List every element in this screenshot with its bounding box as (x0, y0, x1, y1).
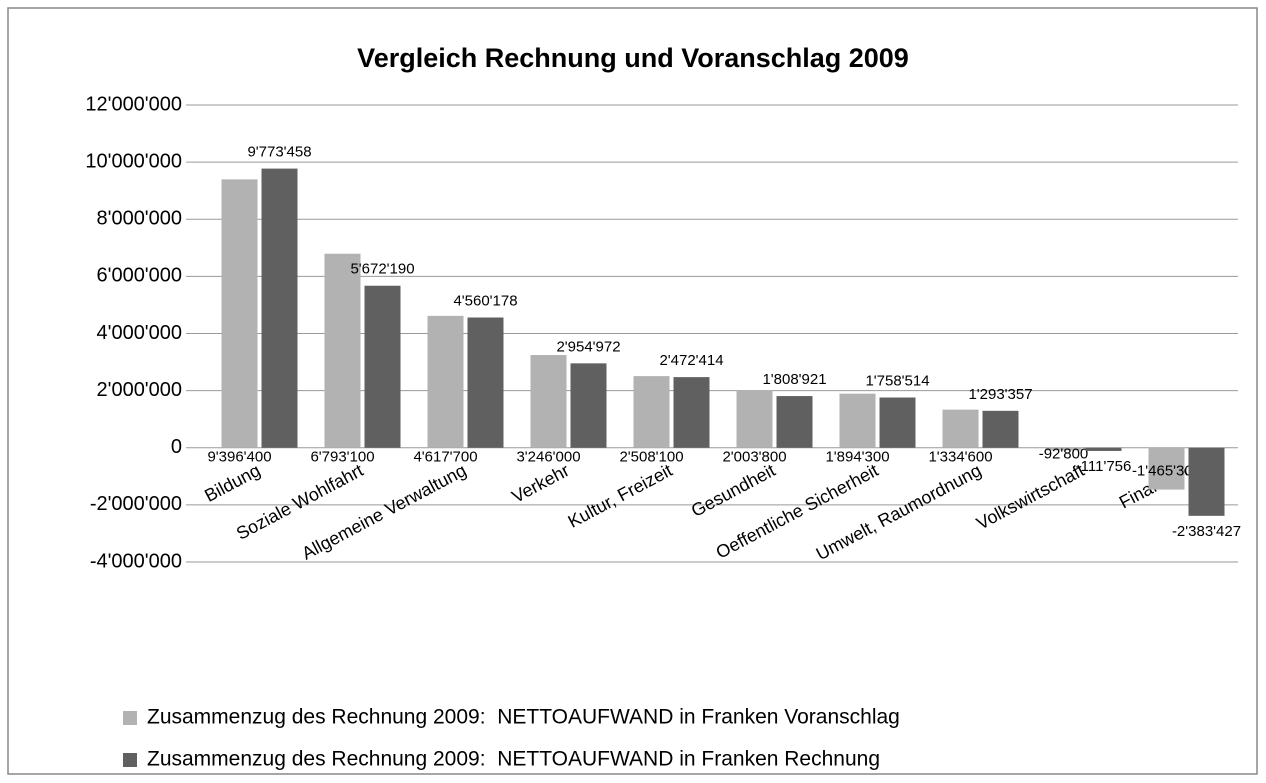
y-tick-label: -4'000'000 (90, 550, 182, 572)
bar (530, 355, 567, 448)
y-tick-label: 8'000'000 (97, 208, 183, 230)
bar (673, 377, 710, 448)
y-tick-label: 10'000'000 (85, 150, 182, 172)
value-label: -1'465'300 (1132, 463, 1201, 480)
value-label: 2'508'100 (619, 449, 683, 466)
value-label: 9'396'400 (207, 449, 271, 466)
bar (570, 363, 607, 448)
value-label: 1'293'357 (968, 386, 1032, 403)
value-label: -92'800 (1039, 445, 1089, 462)
bar (261, 168, 298, 448)
value-label: -111'756 (1076, 458, 1132, 475)
chart-title: Vergleich Rechnung und Voranschlag 2009 (357, 43, 909, 73)
legend-label: Zusammenzug des Rechnung 2009: NETTOAUFW… (147, 706, 900, 729)
legend-swatch (123, 711, 137, 725)
bar (736, 390, 773, 448)
y-tick-label: 4'000'000 (97, 322, 183, 344)
value-label: 6'793'100 (310, 449, 374, 466)
value-label: 4'617'700 (413, 449, 477, 466)
bar (1045, 447, 1082, 451)
bar (324, 253, 361, 448)
legend-swatch (123, 753, 137, 767)
bar (427, 315, 464, 448)
bar (221, 179, 258, 448)
bar (942, 409, 979, 448)
y-tick-label: 0 (171, 436, 182, 458)
value-label: -2'383'427 (1172, 523, 1241, 540)
y-tick-label: 6'000'000 (97, 265, 183, 287)
bar (982, 410, 1019, 448)
bar (839, 393, 876, 448)
value-label: 1'894'300 (825, 449, 889, 466)
bar (633, 376, 670, 448)
y-tick-label: 12'000'000 (85, 93, 182, 115)
bar (879, 397, 916, 448)
value-label: 3'246'000 (516, 449, 580, 466)
value-label: 1'808'921 (762, 371, 826, 388)
value-label: 2'472'414 (659, 352, 723, 369)
bar (1085, 447, 1122, 451)
y-tick-label: -2'000'000 (90, 493, 182, 515)
bar (1148, 447, 1185, 490)
value-label: 5'672'190 (350, 261, 414, 278)
value-label: 2'954'972 (556, 338, 620, 355)
y-tick-label: 2'000'000 (97, 379, 183, 401)
bar (364, 285, 401, 448)
value-label: 2'003'800 (722, 449, 786, 466)
value-label: 4'560'178 (453, 292, 517, 309)
value-label: 1'334'600 (928, 449, 992, 466)
value-label: 1'758'514 (865, 372, 929, 389)
bar (776, 396, 813, 448)
legend-label: Zusammenzug des Rechnung 2009: NETTOAUFW… (147, 748, 880, 771)
bar (1188, 447, 1225, 516)
value-label: 9'773'458 (247, 144, 311, 161)
bar (467, 317, 504, 448)
